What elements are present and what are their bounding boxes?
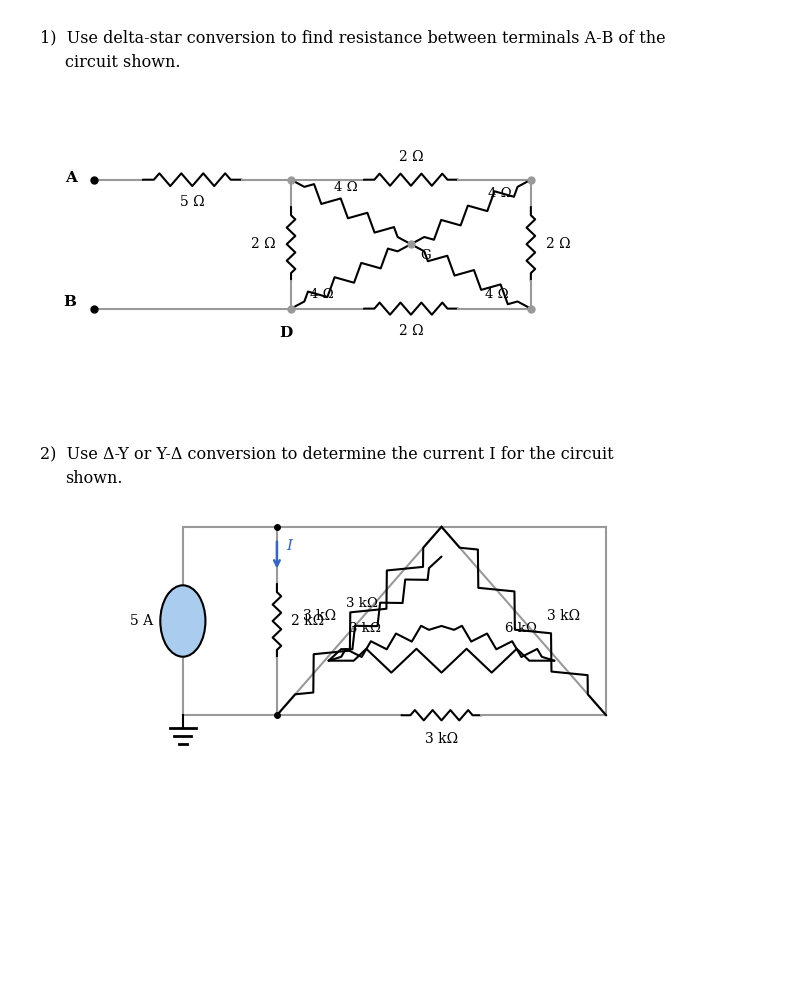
Text: 3 kΩ: 3 kΩ [547, 609, 580, 623]
Text: 5 Ω: 5 Ω [180, 194, 204, 208]
Text: 4 Ω: 4 Ω [335, 181, 358, 194]
Text: D: D [280, 326, 293, 340]
Text: 2 kΩ: 2 kΩ [291, 614, 324, 628]
Text: 4 Ω: 4 Ω [488, 187, 511, 200]
Text: 3 kΩ: 3 kΩ [346, 597, 378, 610]
Text: 2 Ω: 2 Ω [546, 238, 571, 251]
Text: 3 kΩ: 3 kΩ [348, 622, 380, 635]
Text: 6 kΩ: 6 kΩ [506, 622, 537, 635]
Text: circuit shown.: circuit shown. [65, 53, 180, 70]
Text: B: B [64, 295, 76, 308]
Text: shown.: shown. [65, 470, 122, 487]
Text: 3 kΩ: 3 kΩ [303, 609, 335, 623]
Text: 3 kΩ: 3 kΩ [425, 732, 458, 746]
Text: 4 Ω: 4 Ω [485, 288, 509, 301]
Text: A: A [64, 171, 76, 184]
Text: 2 Ω: 2 Ω [398, 150, 423, 164]
Text: 2)  Use Δ-Y or Y-Δ conversion to determine the current I for the circuit: 2) Use Δ-Y or Y-Δ conversion to determin… [40, 445, 614, 462]
Text: G: G [421, 249, 431, 262]
Text: 5 A: 5 A [130, 614, 153, 628]
Text: I: I [286, 539, 293, 553]
Text: 2 Ω: 2 Ω [251, 238, 276, 251]
Text: 1)  Use delta-star conversion to find resistance between terminals A-B of the: 1) Use delta-star conversion to find res… [40, 29, 665, 46]
Text: 4 Ω: 4 Ω [310, 288, 334, 301]
Ellipse shape [161, 585, 205, 657]
Text: 2 Ω: 2 Ω [398, 323, 423, 337]
